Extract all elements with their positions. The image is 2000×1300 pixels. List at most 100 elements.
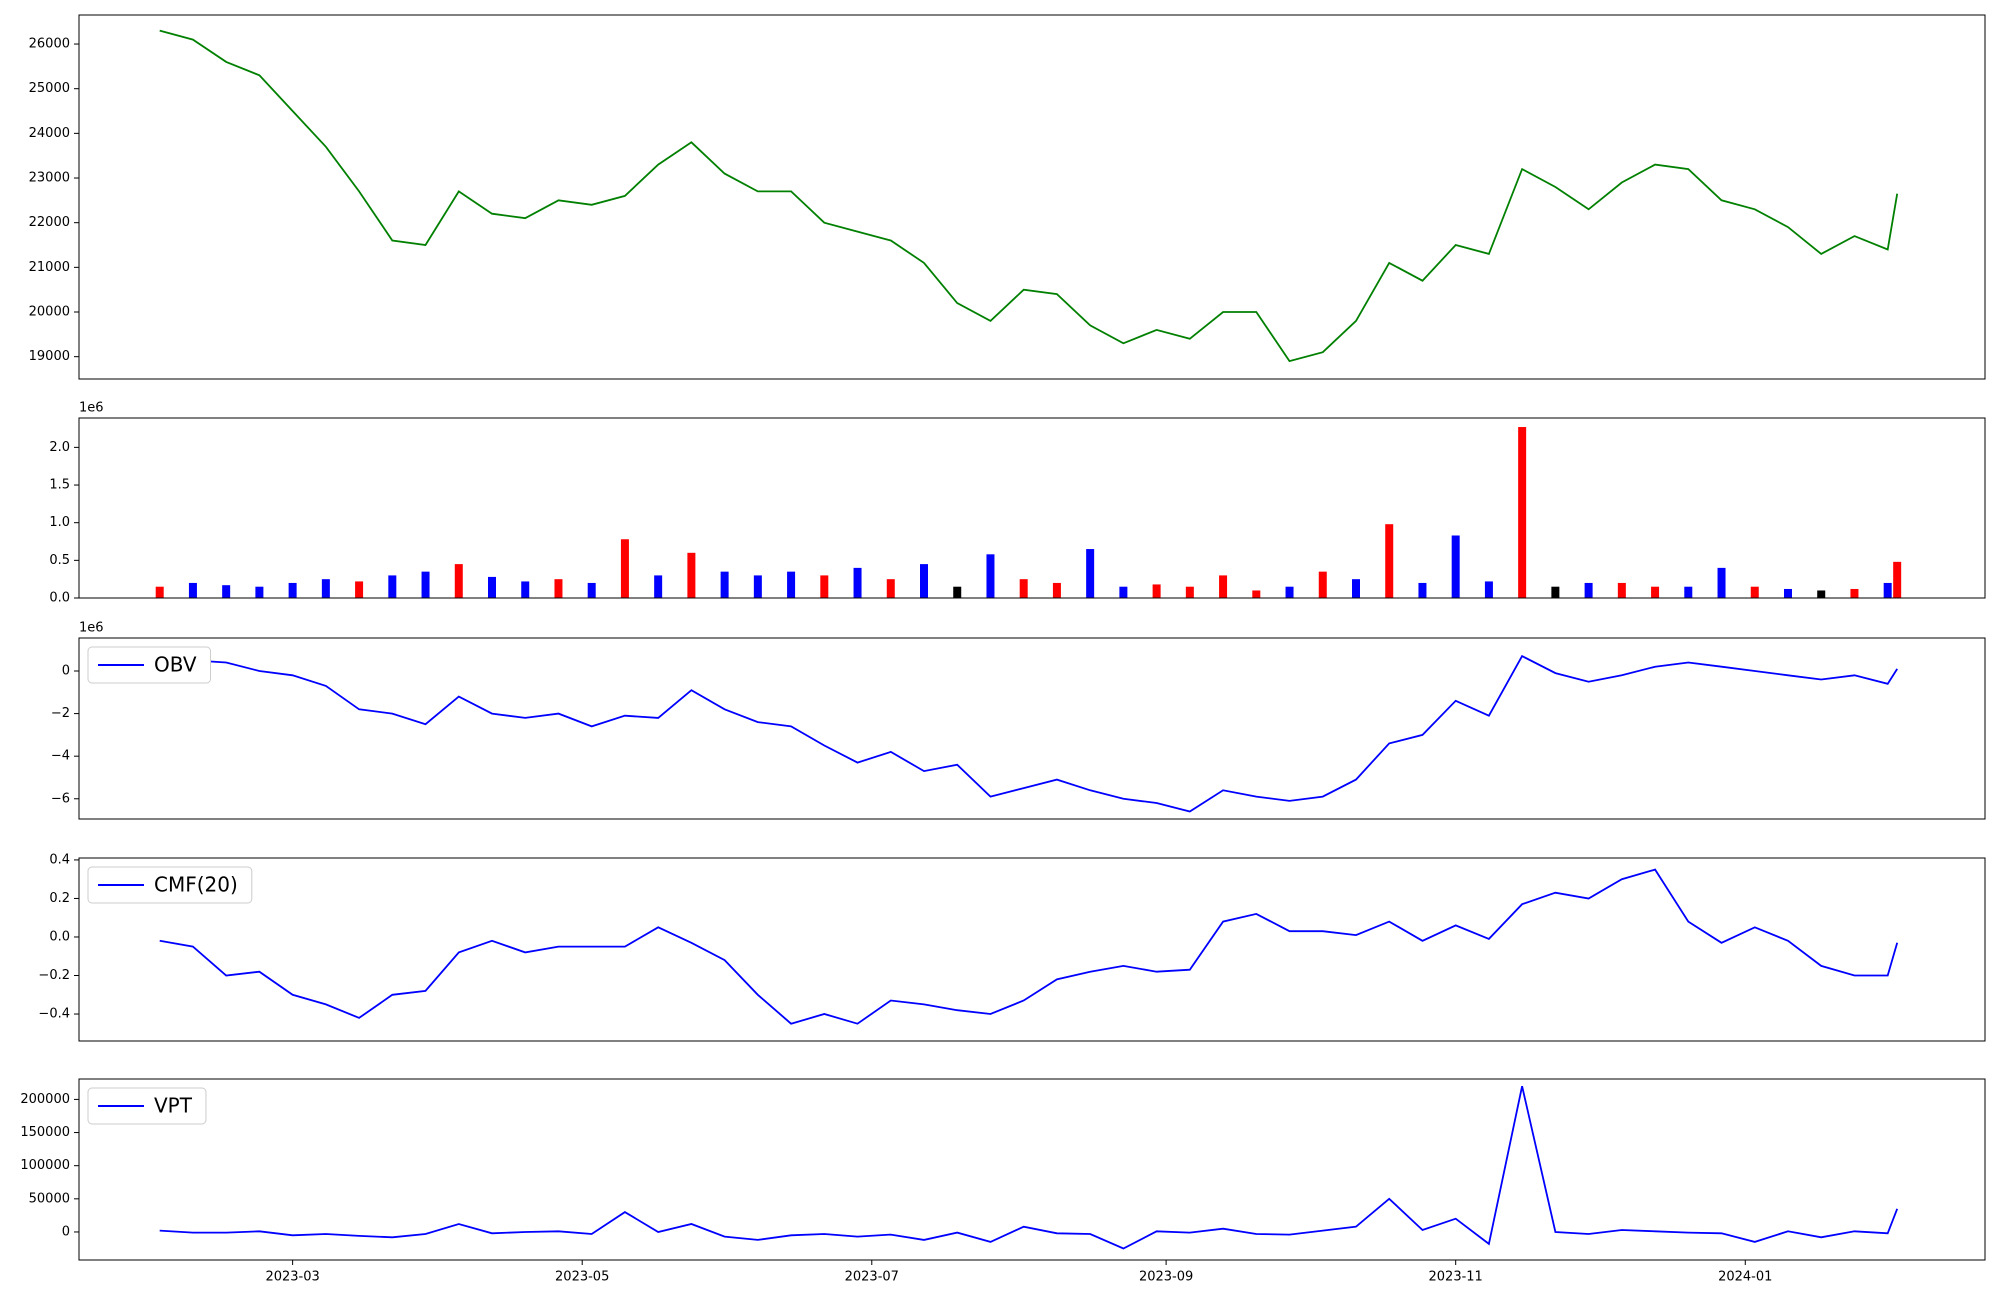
y-offset-label: 1e6 xyxy=(79,621,104,636)
y-tick-label: 25000 xyxy=(29,81,70,96)
bar xyxy=(1119,586,1128,598)
bar xyxy=(620,539,629,598)
x-tick-label: 2023-03 xyxy=(265,1270,319,1285)
bar xyxy=(288,582,297,598)
legend-box xyxy=(87,866,253,904)
bar xyxy=(654,575,663,598)
x-tick-label: 2023-09 xyxy=(1139,1270,1193,1285)
bar xyxy=(1385,524,1394,598)
legend-label: VPT xyxy=(154,1094,193,1118)
x-tick-label: 2024-01 xyxy=(1718,1270,1772,1285)
y-tick-label: 1.0 xyxy=(49,515,70,530)
bar xyxy=(421,571,430,598)
axes-frame xyxy=(78,1078,1986,1261)
axes-frame xyxy=(78,857,1986,1042)
bar xyxy=(222,585,231,598)
y-tick-label: 0.2 xyxy=(49,891,70,906)
bar xyxy=(986,554,995,598)
y-tick-label: −6 xyxy=(51,791,70,806)
bar xyxy=(454,564,463,598)
legend-box xyxy=(87,1087,207,1125)
y-tick-label: 150000 xyxy=(20,1125,70,1140)
bar xyxy=(1783,588,1792,598)
bar xyxy=(587,582,596,598)
y-tick-label: 21000 xyxy=(29,260,70,275)
bar xyxy=(1086,549,1095,598)
bar xyxy=(554,579,563,598)
bar xyxy=(1651,586,1660,598)
bar xyxy=(1817,590,1826,598)
bar xyxy=(521,581,530,598)
bar xyxy=(1019,579,1028,598)
bar xyxy=(1152,584,1161,598)
y-tick-label: 0.0 xyxy=(49,591,70,606)
bar xyxy=(886,579,895,598)
bar xyxy=(1850,588,1859,598)
y-tick-label: 0.0 xyxy=(49,929,70,944)
bar xyxy=(1893,561,1902,598)
bar xyxy=(488,576,497,598)
y-tick-label: 0 xyxy=(62,664,70,679)
legend-label: CMF(20) xyxy=(154,873,238,897)
axes-frame xyxy=(78,14,1986,380)
y-tick-label: 200000 xyxy=(20,1092,70,1107)
y-tick-label: 0 xyxy=(62,1224,70,1239)
y-tick-label: −4 xyxy=(51,749,70,764)
bar xyxy=(787,571,796,598)
y-offset-label: 1e6 xyxy=(79,401,104,416)
bar xyxy=(720,571,729,598)
y-tick-label: 50000 xyxy=(29,1191,70,1206)
bar xyxy=(1351,579,1360,598)
bar xyxy=(255,586,264,598)
legend: VPT xyxy=(87,1087,207,1125)
x-tick-label: 2023-07 xyxy=(845,1270,899,1285)
legend-label: OBV xyxy=(154,653,197,677)
y-tick-label: 19000 xyxy=(29,349,70,364)
bar xyxy=(1252,590,1261,598)
line xyxy=(159,29,1899,363)
bar xyxy=(388,575,397,598)
x-tick-label: 2023-05 xyxy=(555,1270,609,1285)
bar xyxy=(1684,586,1693,598)
y-tick-label: 24000 xyxy=(29,126,70,141)
line xyxy=(159,646,1898,813)
y-tick-label: 0.5 xyxy=(49,553,70,568)
y-tick-label: 23000 xyxy=(29,171,70,186)
bar xyxy=(1750,586,1759,598)
legend: CMF(20) xyxy=(87,866,253,904)
bar xyxy=(1717,567,1726,598)
bar xyxy=(355,581,364,598)
bar xyxy=(1052,582,1061,598)
y-tick-label: 26000 xyxy=(29,37,70,52)
line xyxy=(159,868,1899,1025)
bar xyxy=(1185,586,1194,598)
bar xyxy=(1418,582,1427,598)
axes-frame xyxy=(78,417,1986,599)
x-tick-label: 2023-11 xyxy=(1429,1270,1483,1285)
bar xyxy=(1584,582,1593,598)
bar xyxy=(920,564,929,598)
line xyxy=(159,1085,1899,1250)
y-tick-label: −0.4 xyxy=(38,1007,70,1022)
bar xyxy=(1518,427,1527,598)
y-tick-label: 2.0 xyxy=(49,440,70,455)
bar xyxy=(1451,535,1460,598)
bar xyxy=(820,575,829,598)
bar xyxy=(853,567,862,598)
bar xyxy=(1484,581,1493,598)
bar xyxy=(188,582,197,598)
legend: OBV xyxy=(87,646,212,684)
axes-frame xyxy=(78,637,1986,820)
y-tick-label: 1.5 xyxy=(49,478,70,493)
bar xyxy=(155,586,164,598)
bar xyxy=(1285,586,1294,598)
y-tick-label: 22000 xyxy=(29,215,70,230)
bar xyxy=(1883,582,1892,598)
bar xyxy=(321,579,330,598)
legend-box xyxy=(87,646,212,684)
y-tick-label: −0.2 xyxy=(38,968,70,983)
bar xyxy=(687,552,696,598)
bar xyxy=(1551,586,1560,598)
bar xyxy=(753,575,762,598)
